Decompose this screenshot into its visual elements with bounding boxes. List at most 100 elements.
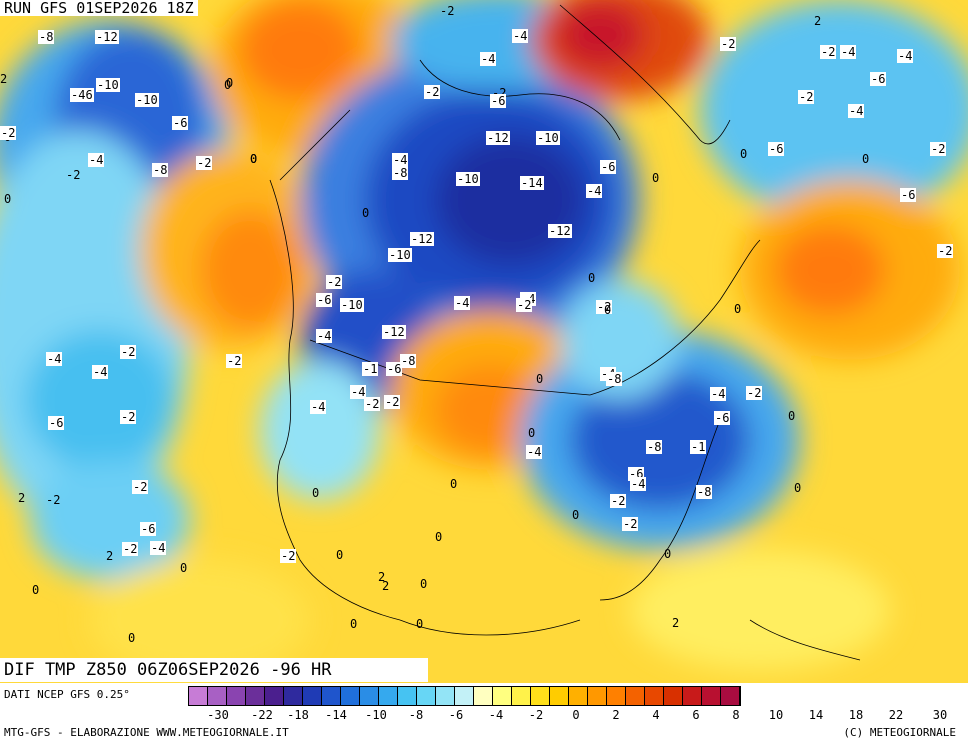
contour-label: -10 (135, 93, 159, 107)
contour-label: 2 (0, 72, 8, 86)
west-coast (269, 179, 401, 621)
contour-label: -4 (310, 400, 327, 414)
contour-label: 0 (734, 302, 742, 316)
contour-label: -2 (326, 275, 343, 289)
gulf-coast (399, 619, 581, 636)
colorbar-tick-label: -14 (325, 708, 347, 722)
contour-label: 0 (788, 409, 796, 423)
contour-label: -1 (690, 440, 707, 454)
contour-label: -6 (600, 160, 617, 174)
contour-label: 0 (226, 76, 234, 90)
contour-label: -4 (512, 29, 529, 43)
colorbar-swatch (189, 687, 208, 705)
colorbar-tick-label: 18 (848, 708, 864, 722)
contour-label: -6 (900, 188, 917, 202)
colorbar-tick-label: -8 (408, 708, 424, 722)
colorbar-tick-label: 10 (768, 708, 784, 722)
contour-label: -8 (646, 440, 663, 454)
colorbar-tick-label: 8 (732, 708, 740, 722)
contour-label: -2 (280, 549, 297, 563)
contour-label: -6 (316, 293, 333, 307)
alaska-border (279, 109, 351, 181)
contour-label: 2 (18, 491, 26, 505)
contour-label: -6 (140, 522, 157, 536)
contour-label: -4 (92, 365, 109, 379)
colorbar-swatch (531, 687, 550, 705)
contour-label: 2 (672, 616, 680, 630)
contour-label: 0 (794, 481, 802, 495)
colorbar-swatch (512, 687, 531, 705)
contour-label: -2 (440, 4, 455, 18)
colorbar-swatch (341, 687, 360, 705)
colorbar-swatch (322, 687, 341, 705)
colorbar-swatch (265, 687, 284, 705)
contour-label: 0 (435, 530, 443, 544)
contour-label: -8 (696, 485, 713, 499)
contour-label: 0 (416, 617, 424, 631)
contour-label: -2 (516, 298, 533, 312)
contour-label: -8 (38, 30, 55, 44)
contour-label: -4 (88, 153, 105, 167)
colorbar (188, 686, 741, 706)
contour-label: -6 (490, 94, 507, 108)
contour-label: -2 (820, 45, 837, 59)
contour-label: -2 (930, 142, 947, 156)
colorbar-swatch (493, 687, 512, 705)
contour-label: -2 (66, 168, 81, 182)
colorbar-swatch (607, 687, 626, 705)
contour-label: 0 (420, 577, 428, 591)
product-title: DIF TMP Z850 06Z06SEP2026 -96 HR (0, 658, 428, 682)
contour-label: -4 (392, 153, 409, 167)
colorbar-tick-label: 4 (652, 708, 660, 722)
colorbar-swatch (246, 687, 265, 705)
contour-label: -4 (586, 184, 603, 198)
colorbar-tick-label: -30 (207, 708, 229, 722)
great-lakes-line (589, 239, 761, 396)
credit-right: (C) METEOGIORNALE (843, 726, 956, 739)
contour-label: -6 (714, 411, 731, 425)
contour-label: -2 (132, 480, 149, 494)
contour-label: -6 (870, 72, 887, 86)
colorbar-swatch (702, 687, 721, 705)
contour-label: 2 (378, 570, 386, 584)
colorbar-swatch (645, 687, 664, 705)
colorbar-tick-label: -2 (528, 708, 544, 722)
east-coast (599, 419, 721, 601)
colorbar-swatch (360, 687, 379, 705)
contour-label: -46 (70, 88, 94, 102)
colorbar-tick-label: -6 (448, 708, 464, 722)
colorbar-tick-label: 0 (572, 708, 580, 722)
contour-label: -2 (720, 37, 737, 51)
contour-label: 0 (250, 152, 258, 166)
colorbar-swatch (569, 687, 588, 705)
contour-label: -4 (897, 49, 914, 63)
colorbar-swatch (379, 687, 398, 705)
colorbar-swatch (664, 687, 683, 705)
colorbar-swatch (550, 687, 569, 705)
contour-label: -10 (340, 298, 364, 312)
contour-label: -4 (46, 352, 63, 366)
contour-label: 2 (382, 579, 390, 593)
contour-label: -8 (606, 372, 623, 386)
contour-label: -2 (424, 85, 441, 99)
run-title: RUN GFS 01SEP2026 18Z (0, 0, 198, 16)
contour-label: -10 (96, 78, 120, 92)
colorbar-tick-label: -18 (287, 708, 309, 722)
caribbean-arc (749, 619, 861, 661)
contour-label: -2 (46, 493, 61, 507)
colorbar-swatch (417, 687, 436, 705)
greenland-coast (559, 4, 731, 145)
colorbar-tick-label: 30 (932, 708, 948, 722)
contour-label: 2 (106, 549, 114, 563)
contour-label: 0 (572, 508, 580, 522)
contour-label: 0 (180, 561, 188, 575)
contour-label: 0 (312, 486, 320, 500)
contour-label: -4 (150, 541, 167, 555)
contour-label: 0 (128, 631, 136, 645)
contour-label: 0 (450, 477, 458, 491)
contour-label: -12 (382, 325, 406, 339)
contour-label: -10 (388, 248, 412, 262)
data-source: DATI NCEP GFS 0.25° (4, 688, 130, 701)
contour-label: -2 (937, 244, 954, 258)
contour-label: -10 (536, 131, 560, 145)
